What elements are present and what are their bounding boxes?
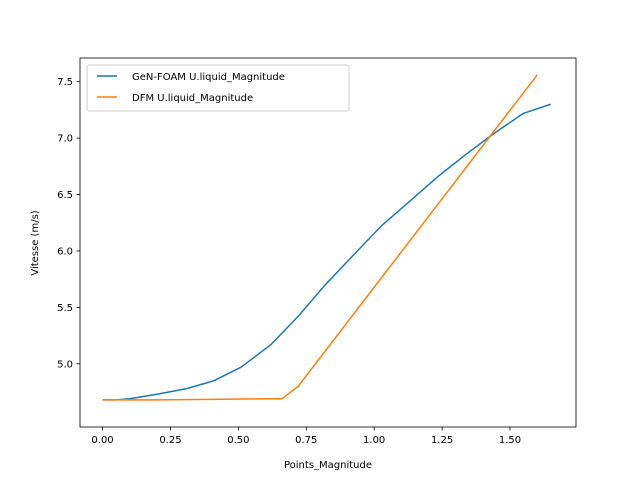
y-tick-label: 5.5	[57, 303, 73, 314]
y-axis-ticks: 5.0 5.5 6.0 6.5 7.0 7.5	[57, 77, 80, 370]
x-tick-label: 0.75	[295, 435, 317, 446]
legend-box	[86, 64, 350, 112]
legend-label-2: DFM U.liquid_Magnitude	[132, 93, 253, 104]
series-line-2	[102, 74, 538, 401]
legend-label-1: GeN-FOAM U.liquid_Magnitude	[132, 72, 285, 83]
y-tick-label: 7.0	[57, 134, 73, 145]
y-axis-label: Vitesse (m/s)	[30, 210, 41, 275]
legend: GeN-FOAM U.liquid_Magnitude DFM U.liquid…	[86, 64, 350, 112]
axes-frame	[79, 57, 577, 428]
y-tick-label: 6.5	[57, 190, 73, 201]
x-tick-label: 1.50	[499, 435, 521, 446]
x-tick-label: 1.00	[363, 435, 385, 446]
y-tick-label: 6.0	[57, 246, 73, 257]
x-axis-ticks: 0.00 0.25 0.50 0.75 1.00 1.25 1.50	[91, 427, 521, 446]
x-tick-label: 0.25	[159, 435, 181, 446]
x-tick-label: 0.50	[227, 435, 249, 446]
plot-lines	[102, 74, 551, 401]
series-line-1	[102, 103, 551, 401]
x-axis-label: Points_Magnitude	[284, 460, 372, 471]
y-tick-label: 5.0	[57, 359, 73, 370]
x-tick-label: 0.00	[91, 435, 113, 446]
y-tick-label: 7.5	[57, 77, 73, 88]
x-tick-label: 1.25	[431, 435, 453, 446]
